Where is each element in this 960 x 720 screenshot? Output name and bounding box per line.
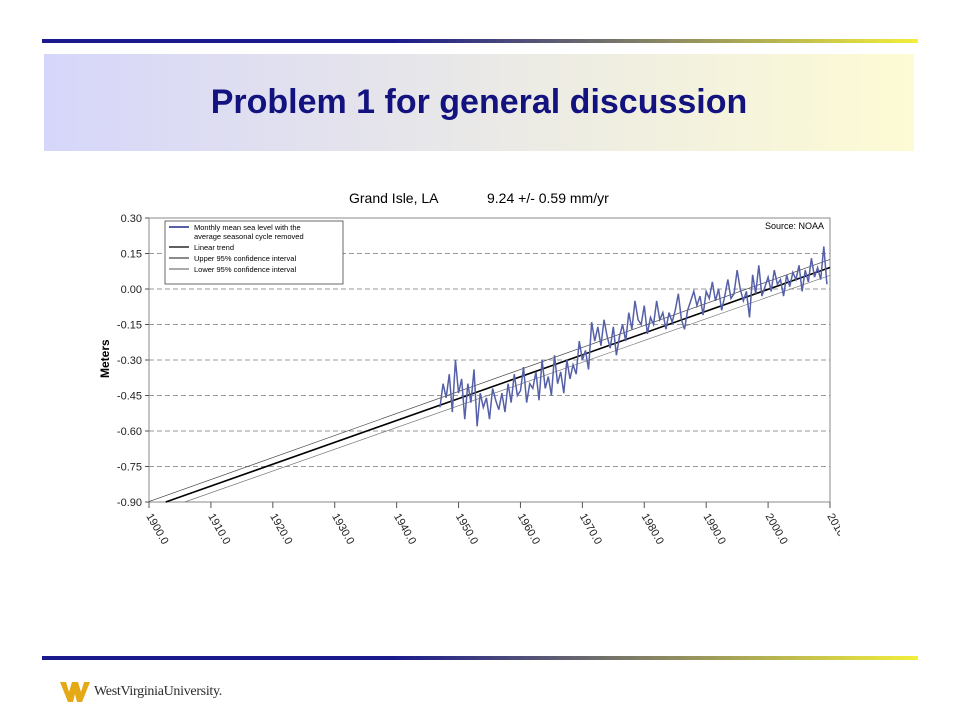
legend-label: Upper 95% confidence interval [194, 254, 296, 263]
wvu-flying-wv-icon [60, 682, 90, 702]
y-tick-label: -0.90 [117, 497, 142, 509]
legend-label: average seasonal cycle removed [194, 232, 304, 241]
y-tick-label: -0.60 [117, 426, 142, 438]
x-tick-label: 1900.0 [143, 512, 170, 547]
x-tick-label: 1920.0 [267, 512, 294, 547]
x-tick-label: 1910.0 [205, 512, 232, 547]
legend-label: Linear trend [194, 243, 234, 252]
bottom-divider [42, 656, 918, 660]
wvu-logo-text: WestVirginiaUniversity. [94, 684, 223, 699]
x-tick-label: 2000.0 [762, 512, 789, 547]
series-linear-trend [165, 266, 831, 503]
x-tick-label: 2010.0 [824, 512, 840, 547]
y-tick-label: 0.30 [121, 213, 142, 225]
x-tick-label: 1930.0 [329, 512, 356, 547]
y-tick-label: -0.30 [117, 355, 142, 367]
legend-label: Lower 95% confidence interval [194, 265, 296, 274]
legend-box [164, 220, 344, 285]
x-tick-label: 1950.0 [453, 512, 480, 547]
y-axis-label: Meters [98, 339, 112, 378]
x-tick-label: 1960.0 [515, 512, 542, 547]
wvu-logo: WestVirginiaUniversity. [60, 677, 222, 707]
legend-label: Monthly mean sea level with the [194, 223, 301, 232]
y-tick-label: 0.00 [121, 284, 142, 296]
slide-title: Problem 1 for general discussion [210, 83, 748, 121]
x-tick-label: 1990.0 [701, 512, 728, 547]
sea-level-chart: Grand Isle, LA 9.24 +/- 0.59 mm/yr 0.30 0.1… [98, 190, 840, 547]
x-tick-label: 1970.0 [577, 512, 604, 547]
x-tick-label: 1980.0 [639, 512, 666, 547]
chart-title: Grand Isle, LA [349, 190, 439, 206]
series-monthly-mean-sea-level [439, 246, 828, 427]
chart-source: Source: NOAA [765, 221, 824, 231]
chart-subtitle: 9.24 +/- 0.59 mm/yr [487, 190, 609, 206]
y-tick-label: -0.45 [117, 391, 142, 403]
y-tick-label: -0.75 [117, 462, 142, 474]
y-tick-label: 0.15 [121, 249, 142, 261]
title-band [44, 54, 914, 151]
x-tick-label: 1940.0 [391, 512, 418, 547]
top-divider [42, 39, 918, 43]
y-tick-label: -0.15 [117, 320, 142, 332]
